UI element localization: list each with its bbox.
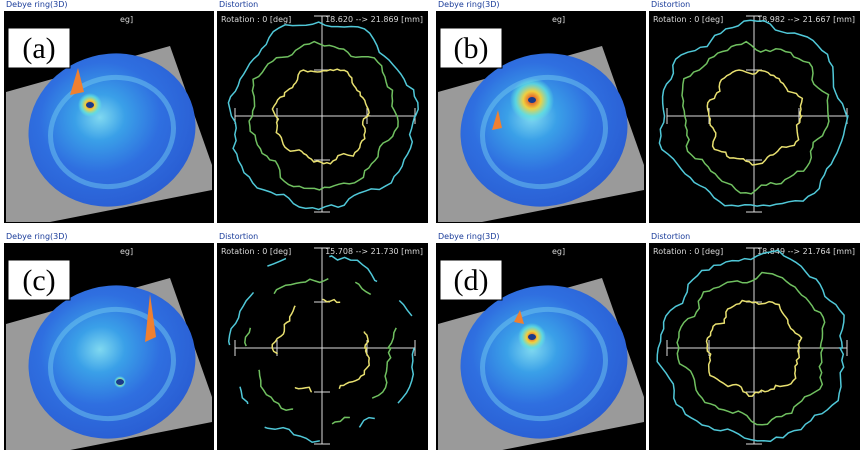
panel-label: (b) <box>454 32 489 65</box>
panel-label: (d) <box>454 264 489 297</box>
peak-core <box>528 334 536 340</box>
panel: Debye ring(3D) eg] (d) Distortion Rotation :… <box>436 232 860 450</box>
view-rotation: eg] <box>120 247 133 256</box>
panel: Debye ring(3D) eg] (b) Distortion Rotation :… <box>436 0 860 225</box>
distortion-rotation: Rotation : 0 [deg] <box>221 15 291 24</box>
view-title: Debye ring(3D) <box>6 0 68 9</box>
panel-label: (c) <box>22 264 55 297</box>
view-rotation: eg] <box>552 15 565 24</box>
view-title: Debye ring(3D) <box>438 232 500 241</box>
view-rotation: eg] <box>552 247 565 256</box>
panel: Debye ring(3D) eg] (c) Distortion Rotation :… <box>4 232 428 450</box>
distortion-rotation: Rotation : 0 [deg] <box>653 15 723 24</box>
distortion-title: Distortion <box>219 0 258 9</box>
distortion-range: 15.708 --> 21.730 [mm] <box>325 247 423 256</box>
view-rotation: eg] <box>120 15 133 24</box>
distortion-range: 18.620 --> 21.869 [mm] <box>325 15 423 24</box>
peak-core <box>116 379 124 385</box>
distortion-title: Distortion <box>651 232 690 241</box>
figure: Debye ring(3D) eg] (a) Distortion Rotation :… <box>0 0 863 450</box>
distortion-range: 18.982 --> 21.667 [mm] <box>757 15 855 24</box>
distortion-rotation: Rotation : 0 [deg] <box>221 247 291 256</box>
distortion-rotation: Rotation : 0 [deg] <box>653 247 723 256</box>
peak-core <box>86 102 94 108</box>
view-title: Debye ring(3D) <box>438 0 500 9</box>
view-title: Debye ring(3D) <box>6 232 68 241</box>
panel: Debye ring(3D) eg] (a) Distortion Rotation :… <box>4 0 428 225</box>
distortion-title: Distortion <box>219 232 258 241</box>
panel-label: (a) <box>22 32 55 65</box>
distortion-title: Distortion <box>651 0 690 9</box>
peak-core <box>528 97 536 103</box>
